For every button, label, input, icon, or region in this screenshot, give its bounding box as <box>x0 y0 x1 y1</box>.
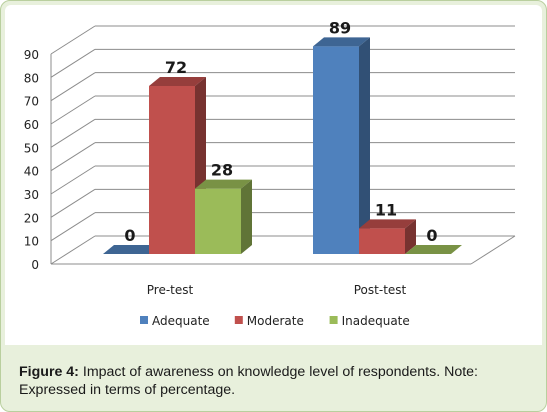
bar-top <box>359 219 416 229</box>
bar-adequate <box>313 46 359 255</box>
y-tick-label: 30 <box>24 188 39 202</box>
y-tick-label: 70 <box>24 95 39 109</box>
bar-top <box>103 245 160 254</box>
x-tick-label: Post-test <box>354 283 407 297</box>
side-grid-line <box>50 188 96 218</box>
y-tick-label: 10 <box>24 235 39 249</box>
bar-side <box>359 37 370 255</box>
legend-label: Adequate <box>152 314 210 328</box>
y-tick-label: 90 <box>24 48 39 62</box>
bar-top <box>195 179 252 189</box>
side-grid-line <box>50 72 96 102</box>
legend-label: Inadequate <box>342 314 410 328</box>
chart-panel: 0 10 20 30 40 50 60 70 80 90 0 72 28 Pre-test 89 11 0 Pos… <box>5 5 542 345</box>
caption-text: Impact of awareness on knowledge level o… <box>19 364 478 398</box>
legend-swatch <box>234 316 243 324</box>
data-label: 0 <box>426 226 437 245</box>
data-label: 0 <box>124 226 135 245</box>
side-grid-line <box>50 25 96 55</box>
y-tick-label: 40 <box>24 165 39 179</box>
bar-inadequate <box>195 188 241 254</box>
y-tick-label: 60 <box>24 118 39 132</box>
bar-top <box>149 77 206 86</box>
bar-top <box>405 245 462 254</box>
x-tick-label: Pre-test <box>147 283 194 297</box>
legend-label: Moderate <box>247 314 304 328</box>
bar-side <box>405 219 416 254</box>
y-tick-label: 50 <box>24 141 39 155</box>
side-grid-line <box>50 48 96 78</box>
data-label: 89 <box>329 18 351 37</box>
figure-caption: Figure 4: Impact of awareness on knowled… <box>19 363 534 399</box>
bar-moderate <box>149 86 195 254</box>
caption-label: Figure 4: <box>19 364 79 380</box>
data-label: 72 <box>165 58 187 77</box>
bar-chart: 0 10 20 30 40 50 60 70 80 90 0 72 28 Pre-test 89 11 0 Pos… <box>24 18 516 328</box>
y-tick-label: 20 <box>24 211 39 225</box>
bar-top <box>313 37 370 47</box>
y-tick-label: 0 <box>31 258 39 272</box>
side-grid-line <box>50 118 96 148</box>
side-grid-line <box>50 235 96 265</box>
side-grid-line <box>50 95 96 125</box>
bar-side <box>241 179 252 254</box>
y-tick-label: 80 <box>24 71 39 85</box>
side-grid-line <box>50 142 96 172</box>
floor-right-edge <box>470 235 516 265</box>
legend-swatch <box>329 316 338 324</box>
side-grid-line <box>50 165 96 195</box>
data-label: 28 <box>211 161 233 180</box>
side-grid-line <box>50 212 96 242</box>
legend-swatch <box>140 316 148 324</box>
data-label: 11 <box>375 200 397 219</box>
bar-moderate <box>359 228 405 254</box>
